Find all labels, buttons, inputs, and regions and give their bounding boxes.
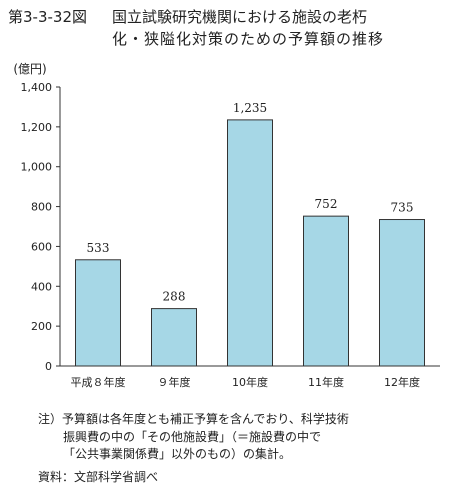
x-category-label: 12年度	[384, 375, 420, 389]
bar	[151, 308, 197, 367]
chart-notes: 注）予算額は各年度とも補正予算を含んでおり、科学技術 振興費の中の「その他施設費…	[38, 411, 448, 464]
bar-data-label: 533	[87, 241, 110, 255]
bar	[303, 215, 349, 367]
bar-chart: (億円) 0 200 400 600 800 1,000 1,200 1,400 533 平成８年度…	[13, 62, 440, 389]
note-line-2: 振興費の中の「その他施設費」（＝施設費の中で	[63, 429, 322, 444]
y-tick-label: 1,200	[21, 121, 53, 134]
bar	[379, 219, 425, 367]
y-tick-label: 0	[45, 360, 52, 373]
x-category-label: ９年度	[158, 375, 191, 389]
x-category-label: 11年度	[308, 375, 344, 389]
source-text: 資料：文部科学省調べ	[38, 470, 159, 484]
figure-title-text1: 国立試験研究機関における施設の老朽	[112, 8, 368, 26]
x-category-label: 平成８年度	[71, 375, 126, 389]
note-line-1: 注）予算額は各年度とも補正予算を含んでおり、科学技術	[38, 412, 349, 426]
bar-data-label: 288	[163, 290, 186, 304]
x-category-label: 10年度	[232, 375, 268, 389]
y-tick-label: 1,400	[21, 81, 53, 94]
note-line-3: 「公共事業関係費」以外のもの）の集計。	[63, 447, 292, 461]
figure-number: 第3-3-32図	[8, 8, 87, 26]
bar-data-label: 752	[315, 197, 338, 211]
y-axis-unit-label: (億円)	[13, 62, 46, 76]
bar-data-label: 1,235	[233, 101, 267, 115]
y-tick-label: 1,000	[21, 161, 53, 174]
bar	[227, 119, 273, 367]
bar-data-label: 735	[391, 201, 414, 215]
figure-title-line1: 第3-3-32図 国立試験研究機関における施設の老朽	[8, 6, 448, 28]
figure-title: 第3-3-32図 国立試験研究機関における施設の老朽 化・狭隘化対策のための予算額…	[8, 6, 448, 50]
y-tick-label: 400	[31, 280, 52, 293]
y-tick-label: 800	[31, 201, 52, 214]
figure-title-line2: 化・狭隘化対策のための予算額の推移	[112, 30, 385, 48]
bar	[75, 259, 121, 367]
y-tick-label: 600	[31, 240, 52, 253]
y-tick-label: 200	[31, 320, 52, 333]
